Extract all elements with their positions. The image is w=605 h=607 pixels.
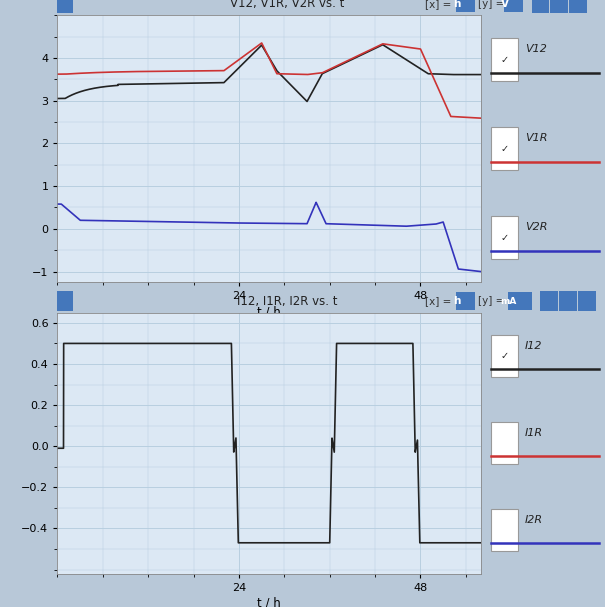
Bar	[57, 0, 73, 13]
Text: [y] =: [y] =	[478, 0, 505, 8]
Bar	[540, 291, 558, 311]
Bar	[491, 335, 518, 377]
Text: I1R: I1R	[525, 428, 543, 438]
Bar	[578, 291, 596, 311]
Text: V12: V12	[525, 44, 547, 54]
Bar	[491, 38, 518, 81]
Text: I2R: I2R	[525, 515, 543, 524]
Text: V12, V1R, V2R vs. t: V12, V1R, V2R vs. t	[230, 0, 344, 10]
Bar	[491, 509, 518, 551]
X-axis label: t / h: t / h	[257, 305, 281, 319]
Bar	[491, 127, 518, 170]
Text: [y] =: [y] =	[478, 296, 505, 306]
Text: h: h	[453, 0, 460, 8]
Bar	[456, 293, 475, 310]
Text: I12, I1R, I2R vs. t: I12, I1R, I2R vs. t	[237, 294, 337, 308]
Bar	[504, 0, 523, 12]
Text: ✓: ✓	[500, 232, 509, 243]
Bar	[491, 216, 518, 259]
Bar	[491, 422, 518, 464]
Bar	[532, 0, 549, 13]
Text: V2R: V2R	[525, 222, 548, 232]
Text: I12: I12	[525, 341, 543, 351]
Bar	[551, 0, 568, 13]
Text: ✓: ✓	[500, 351, 509, 361]
Bar	[508, 293, 532, 310]
Text: h: h	[453, 296, 460, 306]
Bar	[456, 0, 475, 12]
Text: [x] =: [x] =	[425, 0, 452, 8]
Text: ✓: ✓	[500, 55, 509, 65]
X-axis label: t / h: t / h	[257, 597, 281, 607]
Text: [x] =: [x] =	[425, 296, 452, 306]
Text: V: V	[500, 0, 509, 8]
Bar	[57, 291, 73, 311]
Text: V1R: V1R	[525, 133, 548, 143]
Text: mA: mA	[501, 297, 517, 305]
Bar	[559, 291, 577, 311]
Text: ✓: ✓	[500, 144, 509, 154]
Bar	[569, 0, 587, 13]
